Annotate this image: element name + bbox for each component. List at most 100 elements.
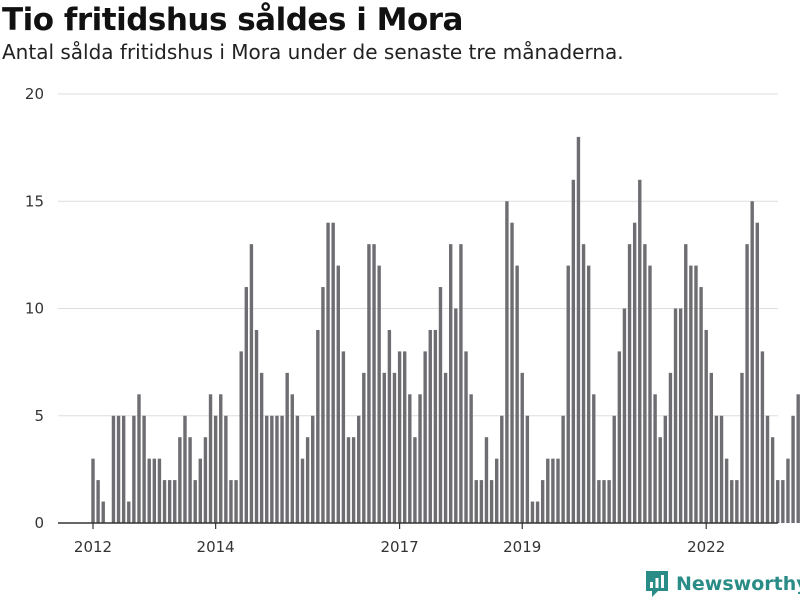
bar (622, 308, 627, 523)
bar (617, 351, 622, 523)
bar (188, 437, 192, 523)
bar (730, 480, 734, 523)
bar (658, 437, 662, 523)
chart-title: Tio fritidshus såldes i Mora (2, 2, 463, 38)
bar (224, 415, 228, 523)
bar (673, 308, 678, 523)
x-tick-label: 2014 (197, 538, 235, 556)
bar (469, 394, 473, 523)
bar (489, 480, 494, 523)
y-axis-labels: 0 5 10 15 20 (25, 85, 44, 532)
bar (270, 415, 274, 523)
bar (643, 244, 647, 523)
bar (111, 415, 116, 523)
bar (178, 437, 182, 523)
bar (484, 437, 489, 523)
bar (770, 437, 775, 523)
bar (91, 458, 95, 523)
newsworthy-logo: Newsworthy (644, 569, 800, 599)
bar (423, 351, 427, 523)
bar (709, 372, 714, 523)
bar (678, 308, 683, 523)
chart-subtitle: Antal sålda fritidshus i Mora under de s… (2, 40, 624, 64)
bar (745, 244, 749, 523)
bar (285, 372, 289, 523)
bar (239, 351, 243, 523)
bar (433, 329, 438, 523)
bar (127, 501, 131, 523)
bar (116, 415, 121, 523)
bar (648, 265, 652, 523)
bar (632, 222, 637, 523)
bars (91, 136, 800, 524)
bar (234, 480, 238, 523)
bar (259, 372, 264, 523)
y-tick-label: 15 (25, 192, 44, 210)
bar (535, 501, 540, 523)
bar (198, 458, 203, 523)
bar (208, 394, 213, 523)
bar (132, 415, 136, 523)
bar (668, 372, 673, 523)
bar (765, 415, 770, 523)
bar (418, 394, 422, 523)
y-tick-label: 20 (25, 85, 44, 103)
bar (213, 415, 218, 523)
bar (627, 244, 632, 523)
x-tick-label: 2012 (74, 538, 112, 556)
bar (351, 437, 356, 523)
bar (203, 437, 208, 523)
x-tick-label: 2017 (381, 538, 419, 556)
bar (586, 265, 591, 523)
bar (219, 394, 223, 523)
bar (607, 480, 611, 523)
newsworthy-logo-icon (646, 571, 668, 597)
bar (755, 222, 759, 523)
bar (157, 458, 162, 523)
bar (592, 394, 596, 523)
bar (244, 287, 248, 523)
bar (597, 480, 601, 523)
bar (684, 244, 688, 523)
bar (316, 329, 320, 523)
bar (152, 458, 157, 523)
bar (167, 480, 172, 523)
bar (275, 415, 279, 523)
bar (408, 394, 412, 523)
bar (781, 480, 785, 523)
bar (459, 244, 463, 523)
bar (249, 244, 254, 523)
bar (387, 329, 392, 523)
bar (612, 415, 616, 523)
bar (311, 415, 315, 523)
bar (546, 458, 550, 523)
bar (786, 458, 790, 523)
bar (740, 372, 744, 523)
bar (295, 415, 300, 523)
bar (326, 222, 330, 523)
bar (96, 480, 100, 523)
bar (101, 501, 105, 523)
bar (638, 179, 642, 524)
bar (735, 480, 739, 523)
bar (760, 351, 765, 523)
bar (362, 372, 366, 523)
x-tick-label: 2022 (687, 538, 725, 556)
bar (551, 458, 555, 523)
bar (494, 458, 499, 523)
bar (776, 480, 780, 523)
bar (602, 480, 606, 523)
bar (530, 501, 535, 523)
bar (699, 287, 703, 523)
bar (724, 458, 729, 523)
bar (474, 480, 478, 523)
bar (525, 415, 530, 523)
bar (341, 351, 346, 523)
bar (791, 415, 795, 523)
bar (540, 480, 545, 523)
bar (454, 308, 458, 523)
bar (305, 437, 310, 523)
bar (653, 394, 657, 523)
bar (382, 372, 386, 523)
